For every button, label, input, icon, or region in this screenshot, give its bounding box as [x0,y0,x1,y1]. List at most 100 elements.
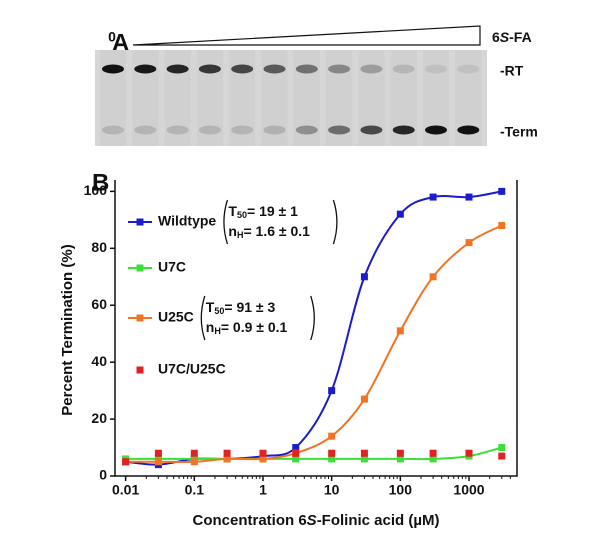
rt-band [295,64,318,74]
term-band [457,125,480,135]
fit-value: = 0.9 ± 0.1 [221,319,288,335]
marker [292,444,300,452]
marker [396,210,404,218]
term-band [134,125,157,135]
marker [429,449,437,457]
rt-band [102,64,124,74]
legend-marker [136,218,144,226]
marker [360,449,368,457]
fit-symbol: T [206,299,215,315]
marker [465,449,473,457]
fit-subscript: H [237,230,244,240]
marker [498,452,506,460]
rt-band [134,64,157,74]
term-band [295,125,318,135]
fit-value: = 91 ± 3 [224,299,275,315]
rt-band [425,64,447,74]
band-label: -RT [500,63,524,79]
rt-band [457,64,480,74]
panel-label: B [92,169,109,196]
fit-value: = 19 ± 1 [247,203,298,219]
legend-label: U7C [158,259,186,275]
term-band [328,125,351,135]
legend-marker [136,366,144,374]
x-tick-label: 100 [389,482,413,498]
zero-label: 0 [108,29,116,45]
marker [122,458,130,466]
marker [396,449,404,457]
term-band [198,125,221,135]
marker [328,387,336,395]
gel-background [95,50,487,146]
marker [223,449,231,457]
panel-label: A [112,29,129,56]
fit-value: = 1.6 ± 0.1 [243,223,310,239]
fit-subscript: H [214,326,221,336]
band-label: -Term [500,124,538,140]
gel-image [95,50,487,146]
rt-band [198,64,221,74]
y-tick-label: 0 [99,467,107,483]
term-band [360,125,383,135]
marker [190,449,198,457]
gradient-triangle [132,25,481,46]
fit-symbol: T [228,203,237,219]
y-tick-label: 100 [84,182,108,198]
x-tick-label: 0.1 [185,482,205,498]
bracket [310,295,315,341]
marker [498,444,506,452]
term-band [392,125,415,135]
marker [465,239,473,247]
bracket [332,199,338,245]
rt-band [360,64,383,74]
marker [498,187,506,195]
legend-label: Wildtype [158,213,216,229]
marker [154,458,162,466]
fit-symbol: n [228,223,237,239]
x-tick-label: 10 [324,482,340,498]
fit-subscript: 50 [237,210,247,220]
rt-band [328,64,351,74]
x-tick-label: 1 [259,482,267,498]
y-tick-label: 60 [91,296,107,312]
fit-parameter: nH= 1.6 ± 0.1 [228,223,310,241]
term-band [425,125,447,135]
y-axis-label: Percent Termination (%) [59,244,76,415]
ligand-label: 6S-FA [492,29,532,45]
rt-band [392,64,415,74]
term-band [231,125,254,135]
series-line [125,446,503,461]
y-tick-label: 80 [91,239,107,255]
marker [396,455,404,463]
marker [429,455,437,463]
marker [328,432,336,440]
bracket [223,199,229,245]
term-band [263,125,286,135]
marker [154,449,162,457]
marker [360,273,368,281]
marker [292,455,300,463]
fit-symbol: n [206,319,215,335]
marker [465,193,473,201]
marker [360,395,368,403]
marker [259,455,267,463]
x-tick-label: 1000 [453,482,484,498]
y-tick-label: 40 [91,353,107,369]
marker [190,458,198,466]
term-band [166,125,189,135]
marker [360,455,368,463]
x-tick-label: 0.01 [112,482,139,498]
legend-marker [136,314,144,322]
bracket [200,295,206,341]
term-band [102,125,124,135]
y-tick-label: 20 [91,410,107,426]
rt-band [166,64,189,74]
fit-subscript: 50 [214,306,224,316]
x-axis-label: Concentration 6S-Folinic acid (µM) [192,512,439,529]
fit-parameter: T50= 91 ± 3 [206,299,276,317]
marker [259,449,267,457]
fit-parameter: T50= 19 ± 1 [228,203,298,221]
rt-band [263,64,286,74]
